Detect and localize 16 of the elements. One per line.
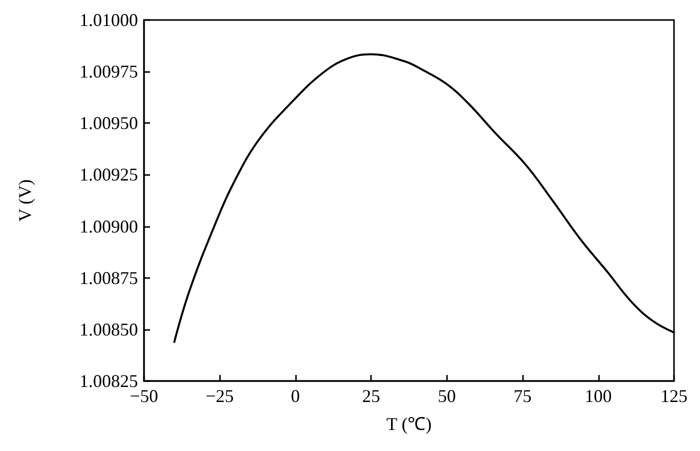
x-tick-label: 0 [290, 386, 300, 406]
x-tick-label: 50 [438, 386, 456, 406]
y-tick-label: 1.00850 [80, 319, 138, 340]
x-axis-title: T (℃) [386, 414, 432, 434]
y-tick-label: 1.00900 [80, 216, 138, 236]
y-tick-label: 1.01000 [80, 10, 138, 30]
y-tick-label: 1.00975 [80, 62, 138, 82]
x-tick-label: 25 [362, 386, 380, 406]
y-tick-label: 1.00875 [80, 268, 138, 288]
y-tick-label: 1.00925 [80, 164, 138, 185]
x-tick-label: −25 [206, 386, 234, 406]
x-tick-label: 100 [584, 386, 612, 406]
y-axis-title: V (V) [15, 179, 35, 222]
x-tick-label: 125 [660, 386, 688, 406]
x-tick-label: 75 [514, 386, 532, 406]
y-tick-label: 1.00950 [80, 113, 138, 134]
